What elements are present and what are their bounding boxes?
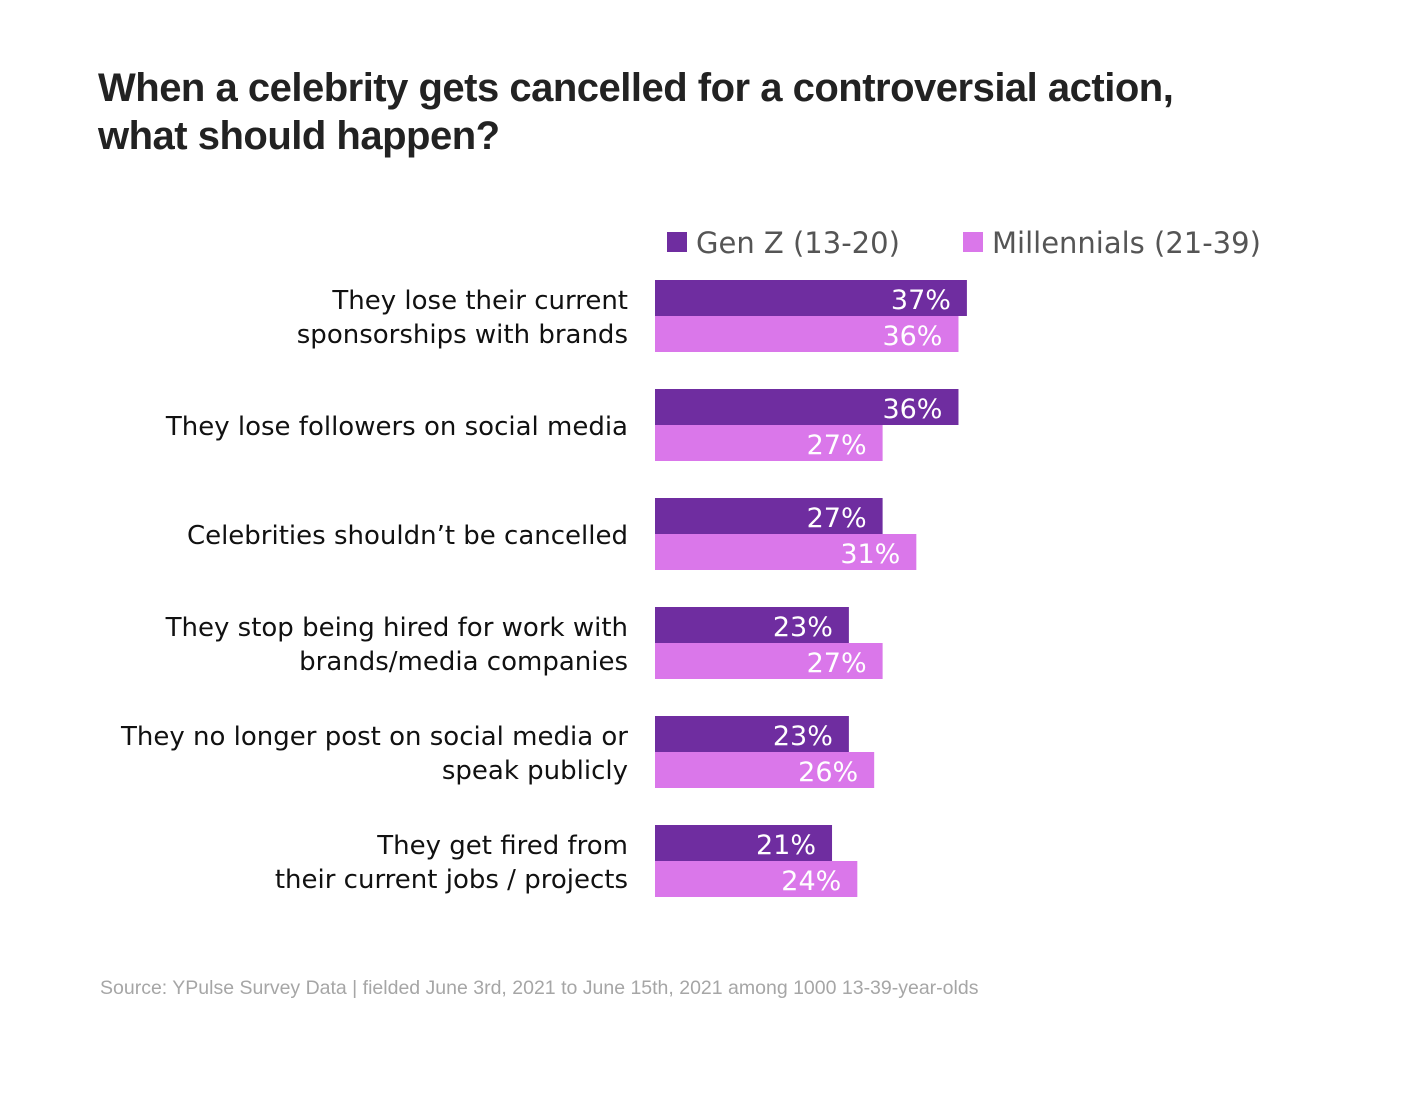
category-label: They lose followers on social media [165,412,628,442]
bar-genz [655,498,883,534]
bar-genz [655,716,849,752]
data-label: 37% [891,285,951,316]
data-label: 26% [798,757,858,788]
legend-label-0: Gen Z (13-20) [696,226,900,260]
bar-millennials [655,643,883,679]
data-label: 24% [781,866,841,897]
data-label: 23% [773,721,833,752]
bar-millennials [655,861,858,897]
bar-genz [655,825,833,861]
category-label: They lose their current [331,286,628,316]
bar-genz [655,607,849,643]
category-label: brands/media companies [299,647,628,677]
category-label: their current jobs / projects [275,865,628,895]
bar-millennials [655,425,883,461]
bar-millennials [655,534,917,570]
bar-genz [655,389,959,425]
category-label: speak publicly [442,756,628,786]
legend-swatch-0 [667,232,687,252]
data-label: 23% [773,612,833,643]
bar-millennials [655,752,875,788]
chart-title: When a celebrity gets cancelled for a co… [98,64,1358,160]
category-label: sponsorships with brands [297,320,628,350]
title-line-2: what should happen? [98,114,500,158]
title-line-1: When a celebrity gets cancelled for a co… [98,66,1174,110]
data-label: 27% [807,430,867,461]
data-label: 31% [840,539,900,570]
bar-millennials [655,316,959,352]
bar-genz [655,280,967,316]
legend-swatch-1 [963,232,983,252]
legend-label-1: Millennials (21-39) [992,226,1261,260]
source-note: Source: YPulse Survey Data | fielded Jun… [100,977,979,999]
category-label: They stop being hired for work with [165,613,628,643]
category-label: They get fired from [376,831,628,861]
category-label: They no longer post on social media or [120,722,628,752]
data-label: 27% [807,648,867,679]
category-label: Celebrities shouldn’t be cancelled [187,521,628,551]
data-label: 36% [882,321,942,352]
data-label: 21% [756,830,816,861]
data-label: 36% [882,394,942,425]
data-label: 27% [807,503,867,534]
